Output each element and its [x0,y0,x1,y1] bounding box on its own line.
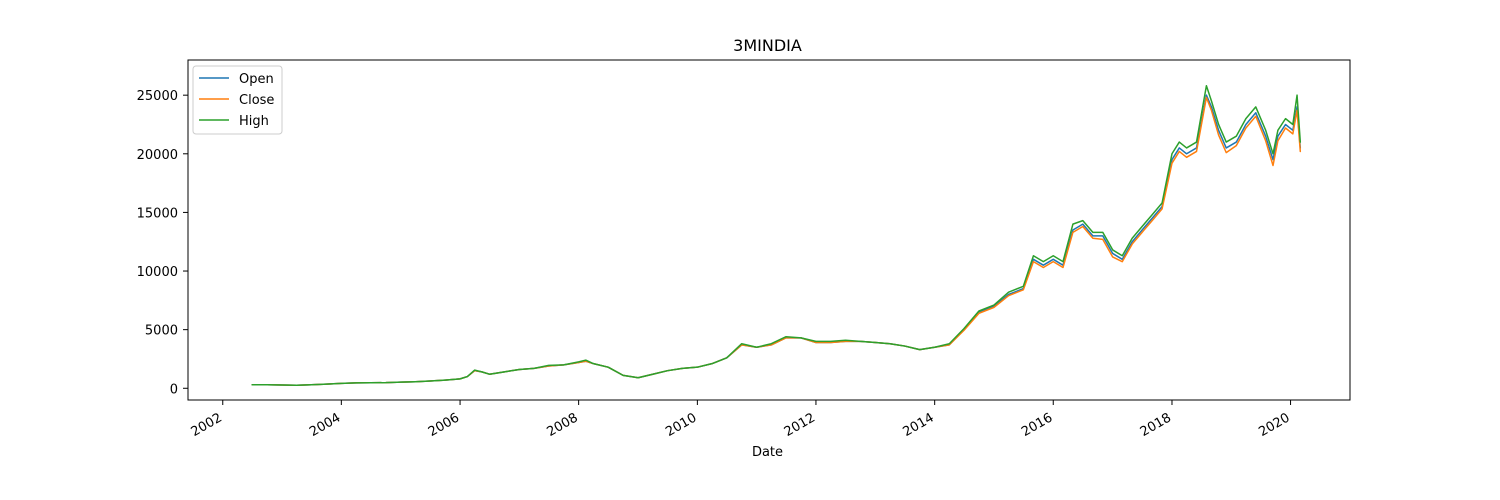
chart-title: 3MINDIA [733,36,802,55]
y-tick-label: 0 [170,382,178,397]
x-tick-label: 2016 [1019,410,1055,440]
legend-box [192,65,283,135]
x-tick-label: 2014 [901,410,937,440]
series-line-high [251,85,1302,386]
legend-label-high: High [239,114,269,129]
legend-label-close: Close [239,93,274,108]
y-tick-label: 15000 [137,206,178,221]
plot-series [251,85,1302,386]
x-tick-label: 2018 [1138,410,1174,440]
x-axis: 2002 2004 2006 2008 2010 2012 2014 2016 2018 2020 [189,400,1293,440]
legend-label-open: Open [239,72,274,87]
x-tick-label: 2004 [307,410,343,440]
y-tick-label: 5000 [145,324,178,339]
x-tick-label: 2008 [544,410,580,440]
x-tick-label: 2006 [426,410,462,440]
x-tick-label: 2020 [1256,410,1292,440]
legend: Open Close High [192,65,283,135]
y-tick-label: 10000 [137,265,178,280]
y-tick-label: 20000 [137,148,178,163]
x-axis-label: Date [752,445,783,460]
x-tick-label: 2002 [189,410,225,440]
x-tick-label: 2012 [782,410,818,440]
y-axis: 0 5000 10000 15000 20000 25000 [137,89,188,397]
plot-frame [187,59,1351,401]
x-tick-label: 2010 [663,410,699,440]
y-tick-label: 25000 [137,89,178,104]
